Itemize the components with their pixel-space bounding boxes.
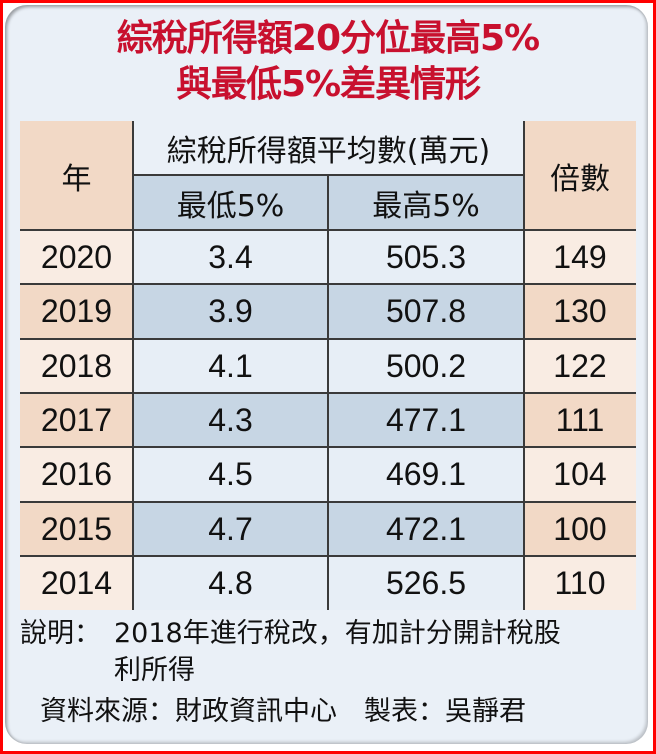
cell-low: 4.7 [133, 502, 328, 556]
cell-year: 2017 [20, 393, 133, 447]
cell-year: 2016 [20, 447, 133, 502]
cell-high: 500.2 [328, 339, 524, 393]
note-explain-label: 說明： [20, 618, 101, 649]
cell-ratio: 100 [524, 502, 636, 556]
header-group-avg-income: 綜稅所得額平均數(萬元) [166, 134, 491, 169]
note-explain-line-1: 2018年進行稅改，有加計分開計稅股 [114, 618, 561, 649]
grid-hline [20, 392, 636, 394]
header-lowest-5pct: 最低5% [133, 175, 328, 230]
chart-title: 綜稅所得額20分位最高5% 與最低5%差異情形 [0, 16, 656, 108]
title-line-2: 與最低5%差異情形 [175, 64, 481, 105]
grid-hline [20, 446, 636, 448]
cell-ratio: 110 [524, 556, 636, 610]
cell-low: 4.5 [133, 447, 328, 502]
header-ratio: 倍數 [524, 121, 636, 230]
cell-year: 2018 [20, 339, 133, 393]
grid-hline [20, 338, 636, 340]
cell-ratio: 104 [524, 447, 636, 502]
cell-low: 4.3 [133, 393, 328, 447]
grid-vline [523, 121, 525, 610]
cell-high: 526.5 [328, 556, 524, 610]
grid-hline [133, 174, 524, 176]
grid-hline [20, 229, 636, 231]
cell-high: 507.8 [328, 284, 524, 339]
cell-year: 2019 [20, 284, 133, 339]
cell-year: 2015 [20, 502, 133, 556]
header-year: 年 [20, 121, 133, 230]
cell-low: 4.8 [133, 556, 328, 610]
cell-ratio: 149 [524, 230, 636, 284]
cell-low: 4.1 [133, 339, 328, 393]
cell-ratio: 122 [524, 339, 636, 393]
cell-high: 469.1 [328, 447, 524, 502]
data-table: 年 綜稅所得額平均數(萬元) 最低5% 最高5% 倍數 2020 3.4 505… [20, 121, 636, 610]
title-line-1: 綜稅所得額20分位最高5% [116, 18, 540, 59]
cell-low: 3.9 [133, 284, 328, 339]
cell-year: 2014 [20, 556, 133, 610]
note-explain-line-2: 利所得 [114, 655, 195, 686]
cell-high: 472.1 [328, 502, 524, 556]
cell-low: 3.4 [133, 230, 328, 284]
header-highest-5pct: 最高5% [328, 175, 524, 230]
cell-year: 2020 [20, 230, 133, 284]
grid-vline [132, 121, 134, 610]
cell-high: 477.1 [328, 393, 524, 447]
grid-hline [20, 501, 636, 503]
grid-hline [20, 555, 636, 557]
grid-hline [20, 283, 636, 285]
note-source-credit: 資料來源：財政資訊中心 製表：吳靜君 [40, 696, 526, 727]
cell-ratio: 111 [524, 393, 636, 447]
cell-high: 505.3 [328, 230, 524, 284]
cell-ratio: 130 [524, 284, 636, 339]
